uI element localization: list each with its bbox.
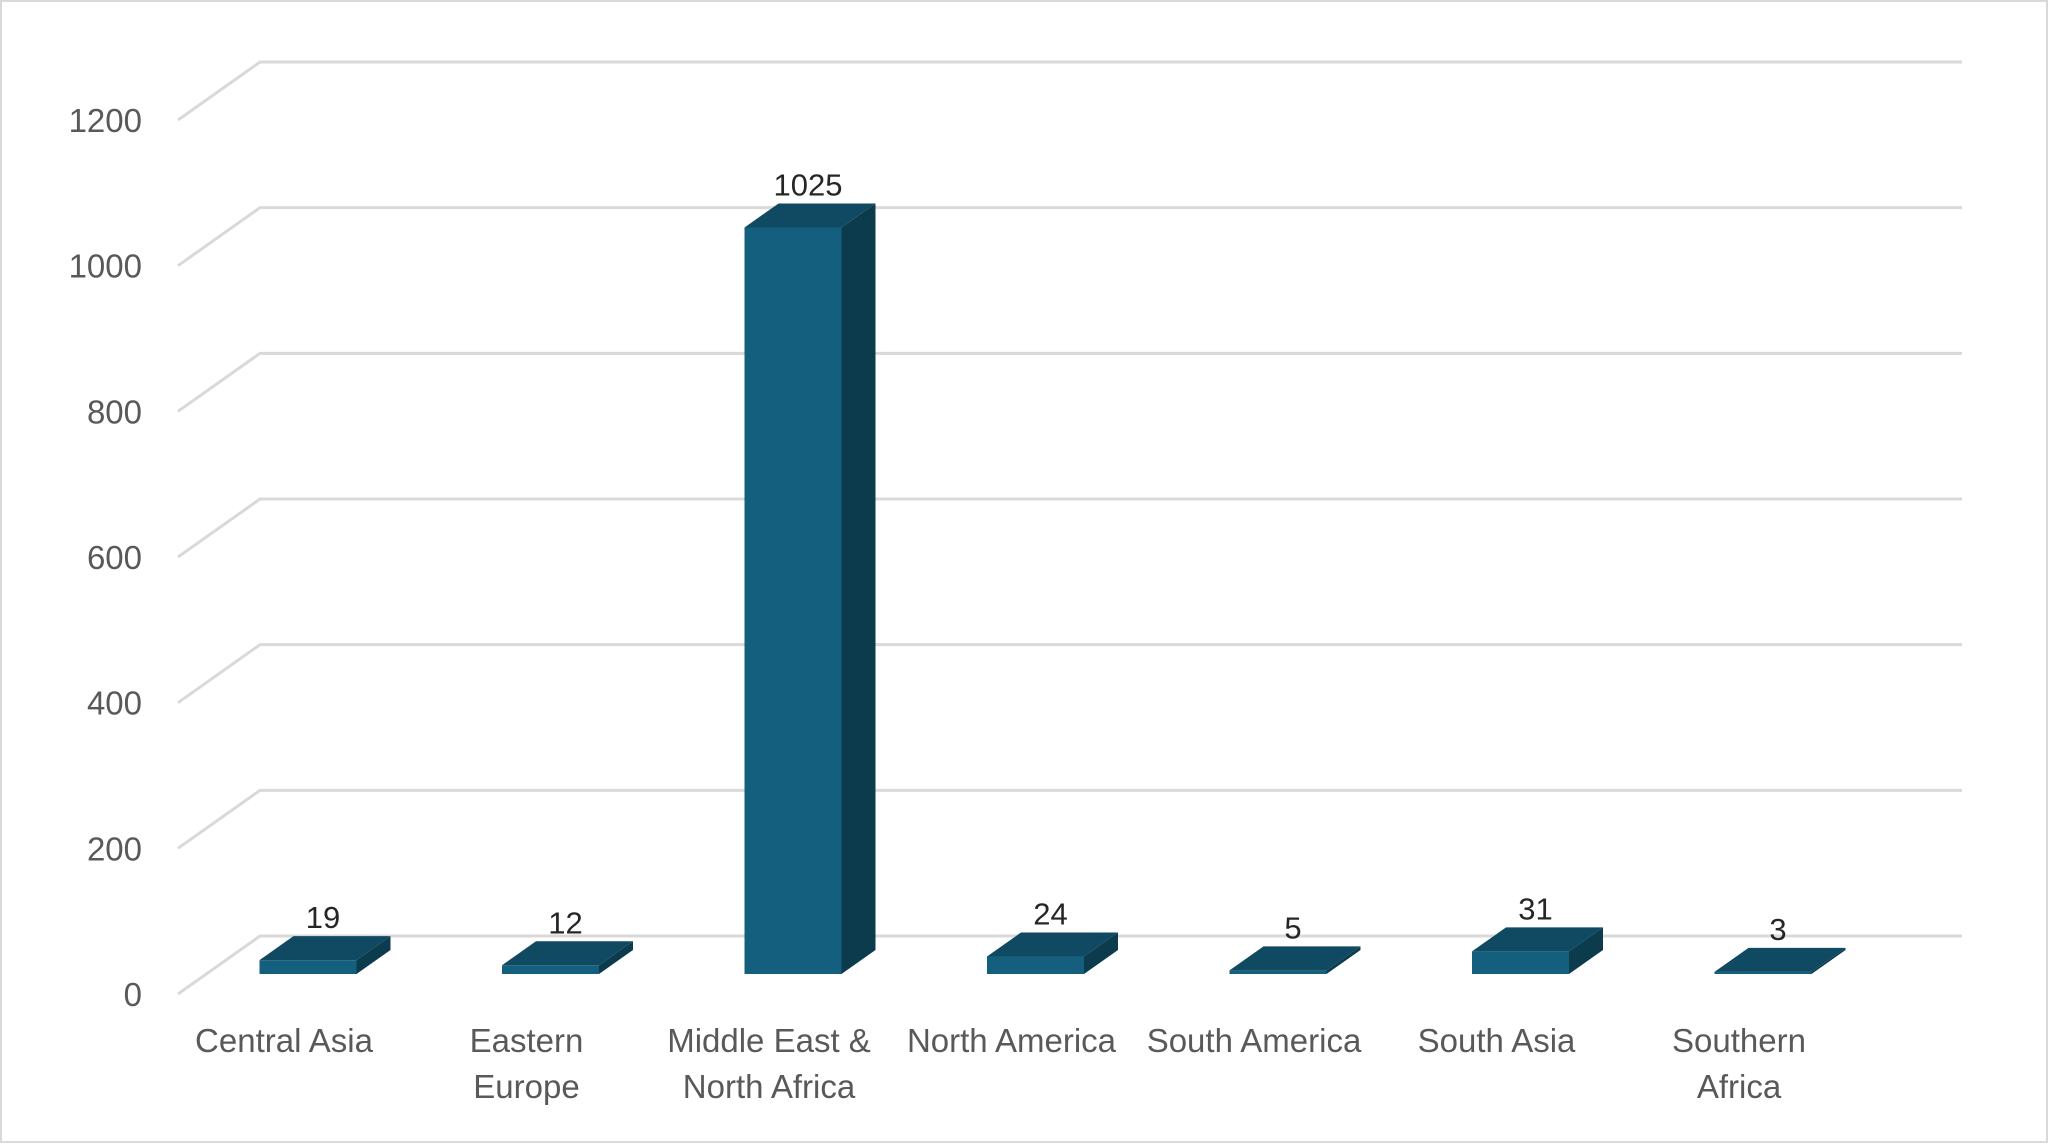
bar-front-face bbox=[502, 965, 599, 974]
bar bbox=[259, 936, 391, 974]
bar bbox=[744, 203, 876, 975]
gridlines bbox=[177, 60, 1962, 996]
y-tick-label: 400 bbox=[87, 685, 142, 722]
x-category-label: South America bbox=[1147, 1022, 1362, 1059]
x-category-label: Middle East & North Africa bbox=[667, 1022, 871, 1105]
data-label: 1025 bbox=[774, 167, 843, 202]
data-label: 5 bbox=[1284, 910, 1301, 945]
y-tick-label: 600 bbox=[87, 539, 142, 576]
y-axis-tick-labels: 0 200 400 600 800 1000 1200 bbox=[69, 102, 142, 1013]
data-label: 19 bbox=[306, 900, 340, 935]
bar-top-face bbox=[502, 941, 633, 966]
data-label: 12 bbox=[548, 905, 582, 940]
x-category-label: Central Asia bbox=[195, 1022, 374, 1059]
bar-front-face bbox=[987, 956, 1084, 974]
bar-top-face bbox=[1714, 947, 1846, 972]
gridline bbox=[177, 643, 1962, 704]
data-labels: 19 12 1025 24 5 31 3 bbox=[306, 167, 1787, 946]
bar-front-face bbox=[744, 227, 842, 975]
gridline bbox=[177, 351, 1962, 413]
bar-side-face bbox=[841, 203, 876, 975]
bar-top-face bbox=[987, 932, 1118, 957]
gridline bbox=[177, 497, 1962, 559]
x-category-label: South Asia bbox=[1418, 1022, 1576, 1059]
bar-front-face bbox=[1229, 970, 1327, 974]
bar-side-face bbox=[356, 936, 391, 974]
data-label: 3 bbox=[1769, 912, 1786, 947]
y-tick-label: 0 bbox=[124, 976, 142, 1013]
y-tick-label: 200 bbox=[87, 830, 142, 867]
bar-side-face bbox=[1811, 947, 1846, 974]
y-tick-label: 1000 bbox=[69, 248, 142, 285]
bar-side-face bbox=[1326, 946, 1361, 974]
bar-front-face bbox=[1472, 951, 1569, 974]
bar-side-face bbox=[599, 941, 633, 974]
gridline bbox=[177, 60, 1962, 122]
bar-front-face bbox=[259, 960, 357, 974]
data-label: 24 bbox=[1033, 897, 1067, 932]
gridline bbox=[177, 788, 1962, 850]
bar-top-face bbox=[744, 203, 876, 228]
bar bbox=[1472, 927, 1603, 974]
x-category-label: Southern Africa bbox=[1672, 1022, 1806, 1105]
bar-front-face bbox=[1714, 971, 1812, 974]
bar-side-face bbox=[1569, 927, 1603, 974]
x-category-label: North America bbox=[907, 1022, 1117, 1059]
y-tick-label: 800 bbox=[87, 393, 142, 430]
bar-top-face bbox=[1472, 927, 1603, 952]
bar bbox=[987, 932, 1118, 974]
bar bbox=[1229, 946, 1361, 974]
bar-top-face bbox=[259, 936, 391, 961]
bar-top-face bbox=[1229, 946, 1361, 971]
bar bbox=[502, 941, 633, 974]
data-label: 31 bbox=[1518, 891, 1552, 926]
bar bbox=[1714, 947, 1846, 974]
bars bbox=[259, 203, 1846, 975]
gridline bbox=[177, 206, 1962, 267]
gridline bbox=[177, 934, 1962, 996]
x-category-label: Eastern Europe bbox=[470, 1022, 584, 1105]
y-tick-label: 1200 bbox=[69, 102, 142, 139]
x-axis-category-labels: Central Asia Eastern Europe Middle East & No… bbox=[195, 1022, 1806, 1105]
bar-side-face bbox=[1084, 932, 1118, 974]
